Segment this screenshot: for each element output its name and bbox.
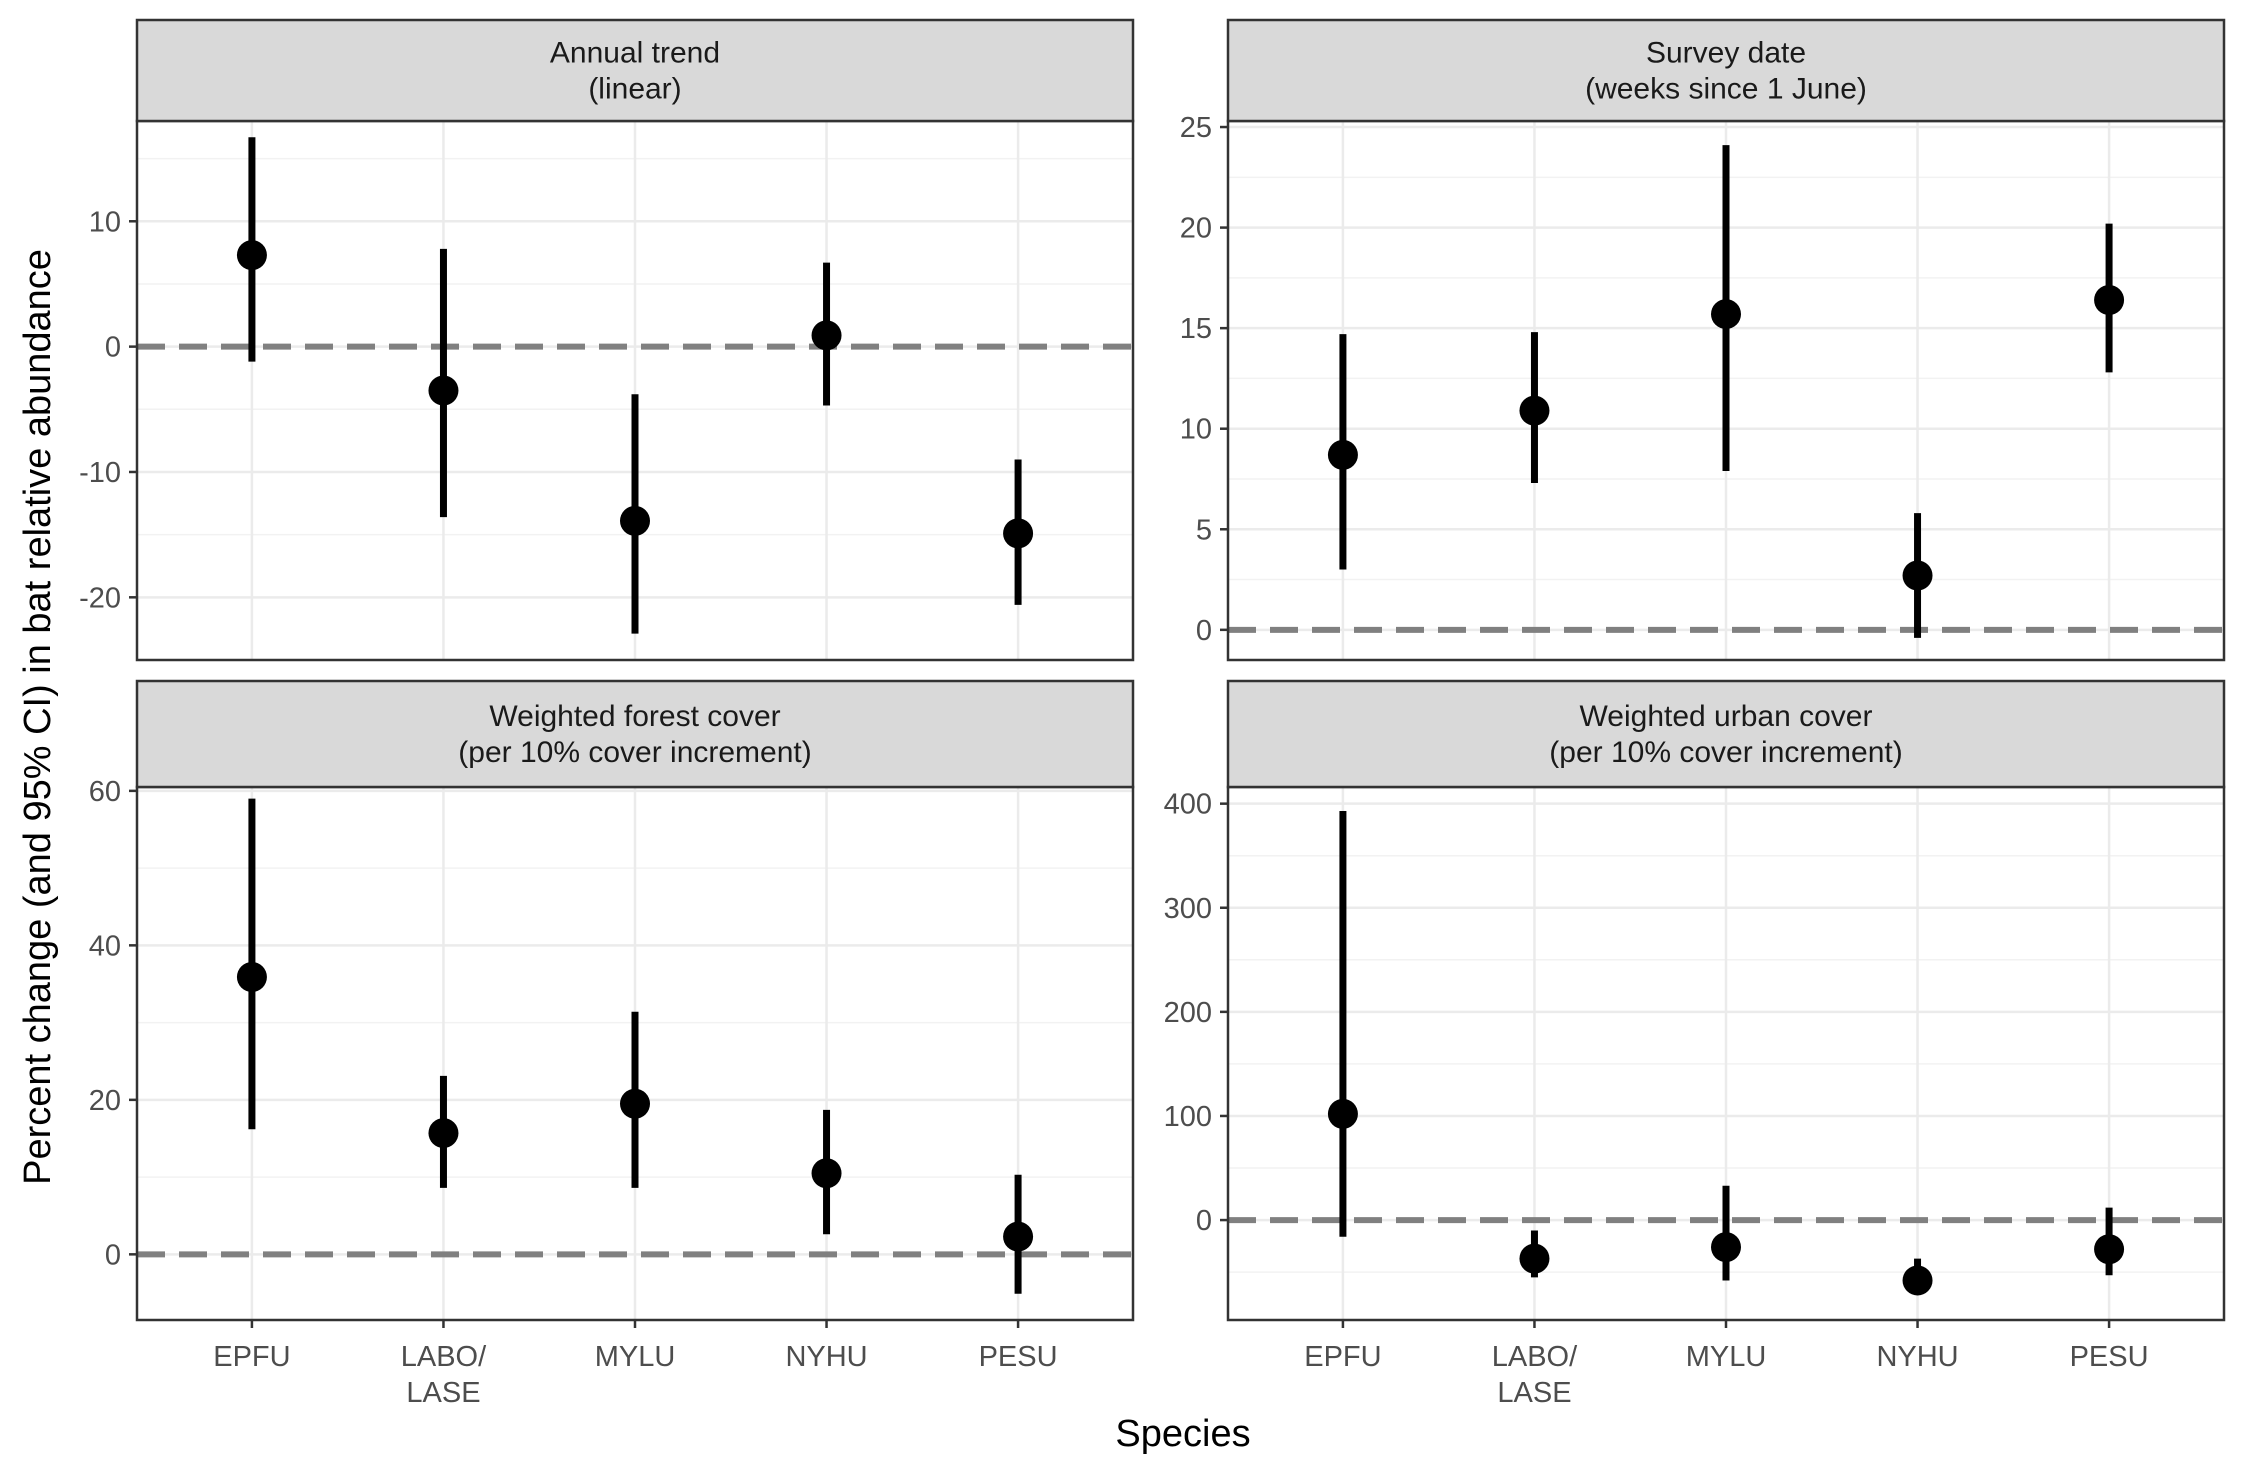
- estimate-point: [811, 320, 842, 351]
- y-tick-label: -20: [79, 582, 121, 614]
- estimate-point: [1327, 1098, 1358, 1129]
- y-tick-label: 300: [1164, 893, 1212, 925]
- y-tick-label: 10: [1180, 414, 1212, 446]
- x-tick-label: LABO/: [1492, 1341, 1578, 1373]
- y-axis-title: Percent change (and 95% CI) in bat relat…: [17, 249, 59, 1185]
- estimate-point: [1003, 1221, 1034, 1252]
- strip-title-line: (linear): [588, 73, 681, 106]
- estimate-point: [428, 1118, 459, 1149]
- x-tick-label: PESU: [2070, 1341, 2149, 1373]
- strip-title-line: (per 10% cover increment): [1549, 736, 1902, 769]
- x-tick-label: LASE: [1497, 1377, 1571, 1409]
- panel-3: Weighted forest cover(per 10% cover incr…: [89, 679, 1135, 1409]
- y-tick-label: 10: [89, 206, 121, 238]
- estimate-point: [620, 505, 650, 536]
- strip-title-line: (per 10% cover increment): [458, 736, 811, 769]
- strip-header: [135, 18, 1135, 123]
- x-tick-label: MYLU: [595, 1341, 676, 1373]
- y-tick-label: 200: [1164, 997, 1212, 1029]
- strip-title-line: Weighted urban cover: [1580, 700, 1873, 733]
- x-tick-label: PESU: [979, 1341, 1058, 1373]
- x-tick-label: LASE: [406, 1377, 480, 1409]
- estimate-point: [236, 240, 267, 271]
- x-tick-label: NYHU: [785, 1341, 867, 1373]
- x-tick-label: NYHU: [1876, 1341, 1958, 1373]
- estimate-point: [1003, 518, 1034, 549]
- estimate-point: [1519, 395, 1550, 426]
- x-tick-label: EPFU: [1304, 1341, 1381, 1373]
- strip-title-line: Survey date: [1646, 37, 1806, 70]
- estimate-point: [236, 962, 267, 993]
- y-tick-label: -10: [79, 457, 121, 489]
- strip-header: [1226, 18, 2226, 123]
- y-tick-label: 400: [1164, 789, 1212, 821]
- estimate-point: [1519, 1243, 1550, 1274]
- panel-2: Survey date(weeks since 1 June) 0 5 10 15 20 2…: [1180, 18, 2226, 662]
- y-tick-label: 15: [1180, 313, 1212, 345]
- strip-title-line: Annual trend: [550, 37, 720, 70]
- y-tick-label: 20: [1180, 213, 1212, 245]
- x-tick-label: LABO/: [401, 1341, 487, 1373]
- estimate-point: [2094, 1234, 2125, 1265]
- estimate-point: [2094, 284, 2125, 315]
- estimate-point: [1711, 1232, 1741, 1263]
- estimate-point: [811, 1158, 842, 1189]
- estimate-point: [620, 1088, 650, 1119]
- y-tick-label: 60: [89, 776, 121, 808]
- y-tick-label: 5: [1196, 514, 1212, 546]
- strip-title-line: (weeks since 1 June): [1585, 73, 1867, 106]
- x-tick-label: MYLU: [1686, 1341, 1767, 1373]
- estimate-point: [1711, 299, 1741, 330]
- estimate-point: [1902, 560, 1933, 591]
- strip-header: [135, 679, 1135, 789]
- panel-1: Annual trend(linear) -20 -10 0 10: [79, 18, 1135, 662]
- y-tick-label: 100: [1164, 1101, 1212, 1133]
- x-axis-title: Species: [1115, 1413, 1250, 1455]
- y-tick-label: 20: [89, 1085, 121, 1117]
- x-tick-label: EPFU: [213, 1341, 290, 1373]
- estimate-point: [1902, 1265, 1933, 1296]
- estimate-point: [1327, 439, 1358, 470]
- y-tick-label: 25: [1180, 112, 1212, 144]
- y-tick-label: 0: [1196, 1205, 1212, 1237]
- panel-4: Weighted urban cover(per 10% cover incre…: [1164, 679, 2226, 1409]
- y-tick-label: 40: [89, 930, 121, 962]
- y-tick-label: 0: [105, 1239, 121, 1271]
- strip-header: [1226, 679, 2226, 789]
- strip-title-line: Weighted forest cover: [489, 700, 780, 733]
- y-tick-label: 0: [105, 332, 121, 364]
- y-tick-label: 0: [1196, 615, 1212, 647]
- estimate-point: [428, 375, 459, 406]
